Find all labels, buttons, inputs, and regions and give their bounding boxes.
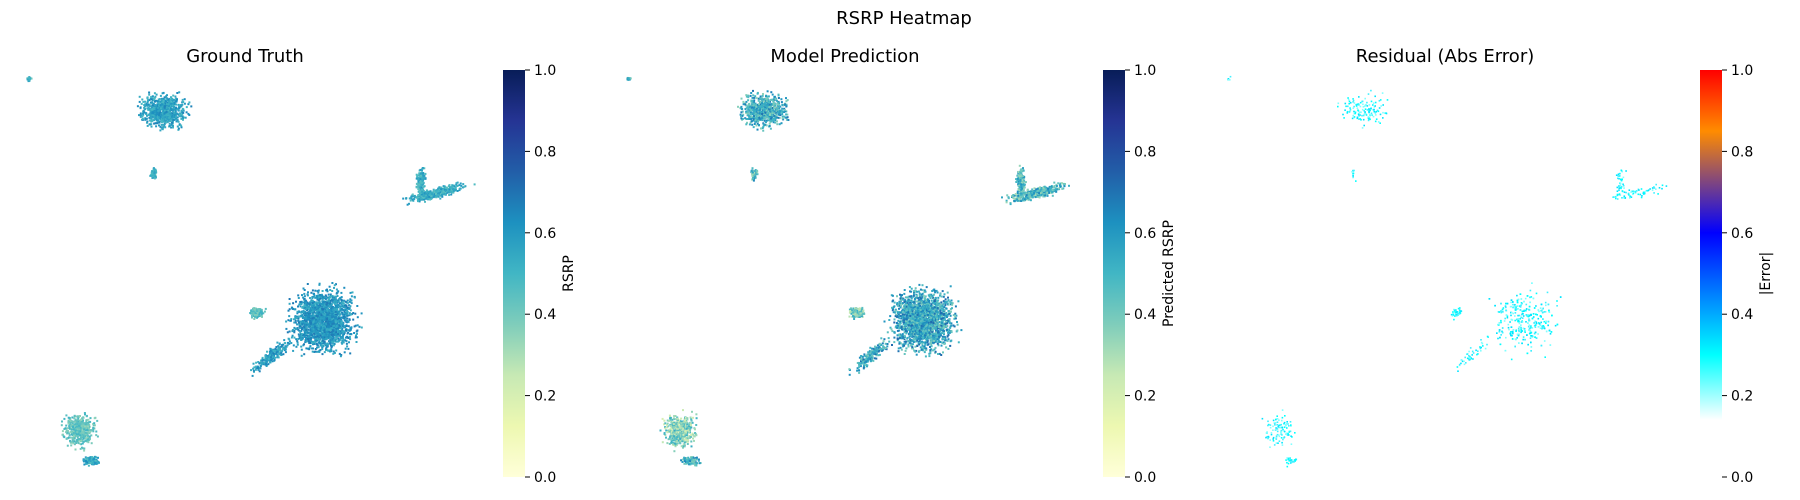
colorbar-label: RSRP [561,255,577,292]
colorbar-scale [503,70,525,477]
panel-residual: Residual (Abs Error) 0.0 0.2 0.4 0.6 0.8 1.0 |… [1227,46,1774,486]
colorbar-tick-label: 1.0 [1134,63,1156,79]
panel-title: Ground Truth [186,46,304,67]
colorbar-label: |Error| [1758,252,1774,296]
colorbar-tick-label: 0.4 [1134,307,1156,323]
colorbar-tick-label: 0.0 [1134,470,1156,486]
colorbar-tick-label: 0.8 [534,144,556,160]
colorbar-tick-label: 0.8 [1134,144,1156,160]
colorbar-tick-label: 0.0 [534,470,556,486]
panel-title: Model Prediction [770,46,919,67]
colorbar-tick-label: 0.6 [534,226,556,242]
colorbar-tick-label: 0.2 [534,389,556,405]
colorbar-tick-label: 0.6 [1731,226,1753,242]
heatmap-area [1227,75,1668,468]
heatmap-area [26,76,476,467]
colorbar-tick-label: 0.2 [1134,389,1156,405]
colorbar-tick-label: 0.8 [1731,144,1753,160]
colorbar-tick-label: 0.0 [1731,470,1753,486]
colorbar: 0.0 0.2 0.4 0.6 0.8 1.0 Predicted RSRP [1103,63,1177,486]
colorbar-tick-label: 1.0 [1731,63,1753,79]
colorbar-scale [1103,70,1125,477]
colorbar-scale [1700,70,1722,477]
panel-model-prediction: Model Prediction 0.0 0.2 0.4 0.6 0.8 1.0 Predi… [626,46,1177,486]
colorbar-tick-label: 0.2 [1731,389,1753,405]
panel-ground-truth: Ground Truth 0.0 0.2 0.4 0.6 0.8 1.0 RSRP [26,46,577,486]
panel-title: Residual (Abs Error) [1356,46,1535,67]
colorbar-tick-label: 0.6 [1134,226,1156,242]
colorbar-tick-label: 0.4 [1731,307,1753,323]
figure-title: RSRP Heatmap [836,8,972,29]
colorbar-tick-label: 0.4 [534,307,556,323]
colorbar: 0.0 0.2 0.4 0.6 0.8 1.0 RSRP [503,63,577,486]
colorbar-tick-label: 1.0 [534,63,556,79]
colorbar-label: Predicted RSRP [1161,220,1177,327]
heatmap-area [626,76,1070,467]
colorbar: 0.0 0.2 0.4 0.6 0.8 1.0 |Error| [1700,63,1774,486]
